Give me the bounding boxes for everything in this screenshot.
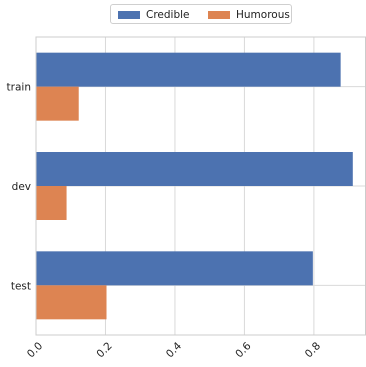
bar-humorous-train [36,86,79,121]
bar-credible-dev [36,152,353,186]
x-tick-label: 0.6 [233,340,254,361]
legend-swatch-humorous [208,11,230,19]
bar-humorous-test [36,285,107,320]
x-tick-label: 0.4 [164,340,185,361]
bar-credible-train [36,52,341,87]
legend-label-credible: Credible [146,9,190,21]
x-tick-label: 0.8 [303,340,323,360]
bar-humorous-dev [36,186,67,220]
legend-item-credible: Credible [118,8,190,22]
legend-item-humorous: Humorous [208,8,290,22]
legend-label-humorous: Humorous [236,9,290,21]
y-tick-label: train [7,82,31,94]
legend-swatch-credible [118,11,140,19]
y-tick-label: test [11,280,31,292]
x-tick-label: 0.2 [94,340,114,360]
x-tick-label: 0.0 [25,340,45,360]
bar-credible-test [36,251,313,286]
legend: Credible Humorous [110,4,292,24]
y-tick-label: dev [12,181,31,193]
bars [36,52,353,320]
